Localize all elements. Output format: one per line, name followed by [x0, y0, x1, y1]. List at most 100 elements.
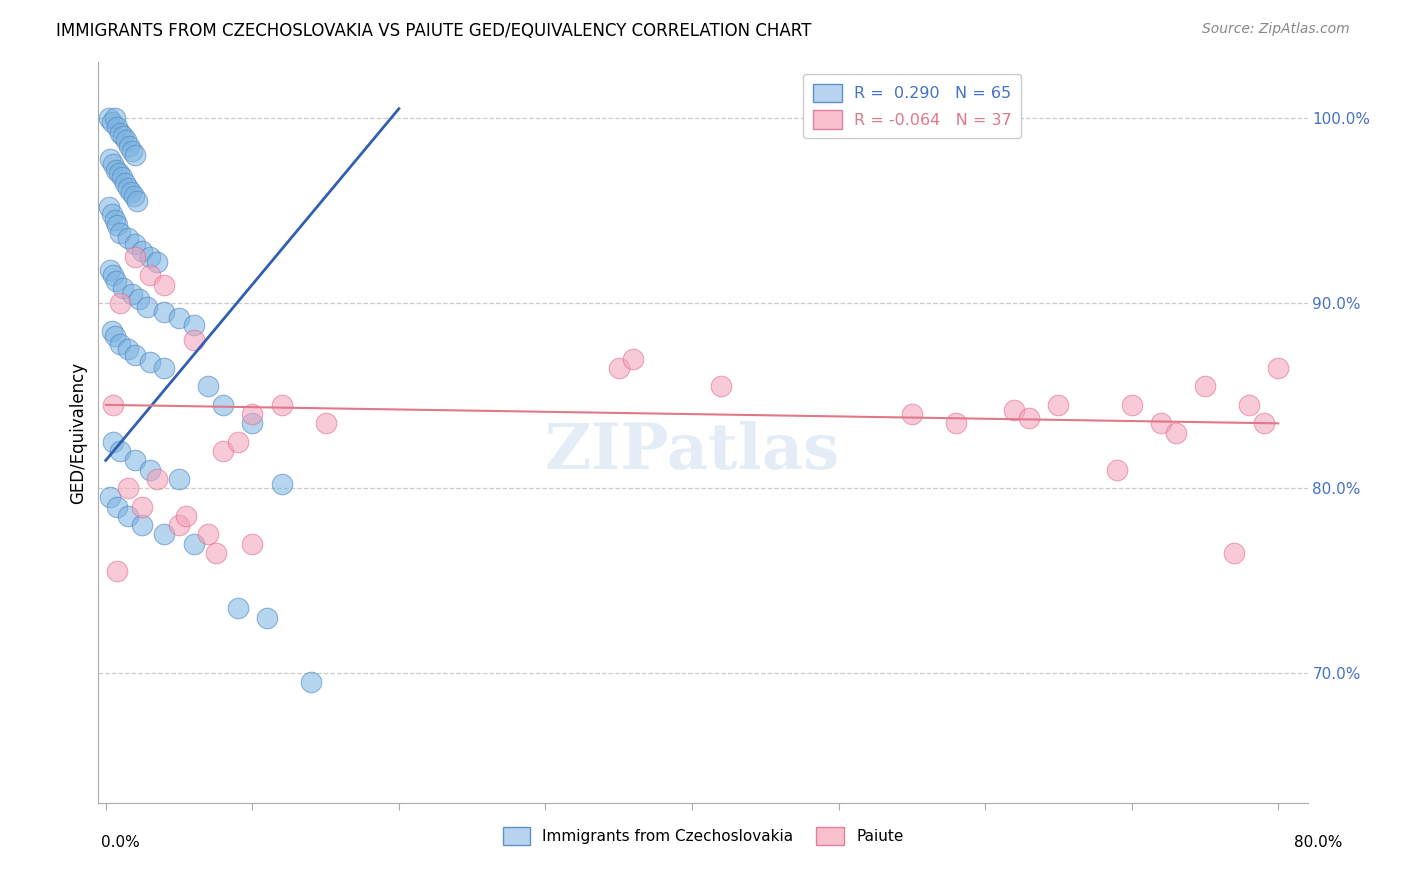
Point — [167, 518, 190, 533]
Point — [153, 305, 176, 319]
Point — [167, 310, 190, 325]
Point — [226, 434, 249, 449]
Text: ZIPatlas: ZIPatlas — [544, 421, 839, 482]
Point — [1267, 360, 1289, 375]
Point — [138, 268, 160, 283]
Point — [121, 286, 143, 301]
Point — [122, 188, 145, 202]
Point — [100, 207, 122, 221]
Text: IMMIGRANTS FROM CZECHOSLOVAKIA VS PAIUTE GED/EQUIVALENCY CORRELATION CHART: IMMIGRANTS FROM CZECHOSLOVAKIA VS PAIUTE… — [56, 22, 811, 40]
Text: 80.0%: 80.0% — [1295, 836, 1343, 850]
Point — [117, 231, 139, 245]
Point — [138, 462, 160, 476]
Point — [1121, 398, 1143, 412]
Point — [124, 236, 146, 251]
Point — [110, 296, 132, 310]
Point — [131, 500, 153, 514]
Point — [108, 166, 131, 180]
Point — [212, 398, 235, 412]
Point — [110, 336, 132, 351]
Point — [121, 145, 143, 159]
Point — [1105, 462, 1128, 476]
Point — [98, 152, 121, 166]
Point — [1223, 546, 1246, 560]
Point — [125, 194, 148, 209]
Point — [146, 255, 169, 269]
Point — [105, 162, 128, 177]
Point — [270, 477, 292, 491]
Point — [124, 148, 146, 162]
Point — [270, 398, 292, 412]
Point — [128, 293, 150, 307]
Point — [183, 333, 205, 347]
Point — [1004, 403, 1026, 417]
Point — [131, 518, 153, 533]
Point — [607, 360, 630, 375]
Point — [315, 417, 337, 431]
Point — [120, 185, 142, 199]
Point — [138, 250, 160, 264]
Legend: Immigrants from Czechoslovakia, Paiute: Immigrants from Czechoslovakia, Paiute — [496, 821, 910, 851]
Point — [112, 129, 135, 144]
Point — [710, 379, 733, 393]
Point — [118, 138, 141, 153]
Point — [107, 120, 129, 135]
Text: Source: ZipAtlas.com: Source: ZipAtlas.com — [1202, 22, 1350, 37]
Point — [103, 212, 125, 227]
Point — [1047, 398, 1070, 412]
Point — [183, 318, 205, 333]
Point — [100, 324, 122, 338]
Text: 0.0%: 0.0% — [101, 836, 141, 850]
Point — [197, 527, 219, 541]
Point — [124, 250, 146, 264]
Point — [100, 114, 122, 128]
Y-axis label: GED/Equivalency: GED/Equivalency — [69, 361, 87, 504]
Point — [183, 536, 205, 550]
Point — [135, 300, 157, 314]
Point — [138, 355, 160, 369]
Point — [146, 472, 169, 486]
Point — [112, 281, 135, 295]
Point — [299, 675, 322, 690]
Point — [114, 176, 136, 190]
Point — [107, 219, 129, 233]
Point — [110, 226, 132, 240]
Point — [167, 472, 190, 486]
Point — [1018, 410, 1040, 425]
Point — [111, 170, 134, 185]
Point — [1164, 425, 1187, 440]
Point — [103, 329, 125, 343]
Point — [1237, 398, 1260, 412]
Point — [101, 268, 124, 283]
Point — [153, 277, 176, 292]
Point — [110, 126, 132, 140]
Point — [117, 343, 139, 357]
Point — [117, 481, 139, 495]
Point — [107, 565, 129, 579]
Point — [256, 610, 278, 624]
Point — [107, 500, 129, 514]
Point — [240, 417, 263, 431]
Point — [124, 453, 146, 467]
Point — [240, 536, 263, 550]
Point — [901, 407, 924, 421]
Point — [226, 601, 249, 615]
Point — [621, 351, 644, 366]
Point — [117, 181, 139, 195]
Point — [153, 360, 176, 375]
Point — [98, 491, 121, 505]
Point — [124, 348, 146, 362]
Point — [101, 434, 124, 449]
Point — [176, 508, 198, 523]
Point — [115, 133, 138, 147]
Point — [153, 527, 176, 541]
Point — [101, 398, 124, 412]
Point — [103, 111, 125, 125]
Point — [240, 407, 263, 421]
Point — [1150, 417, 1173, 431]
Point — [97, 200, 120, 214]
Point — [98, 262, 121, 277]
Point — [945, 417, 967, 431]
Point — [204, 546, 226, 560]
Point — [117, 508, 139, 523]
